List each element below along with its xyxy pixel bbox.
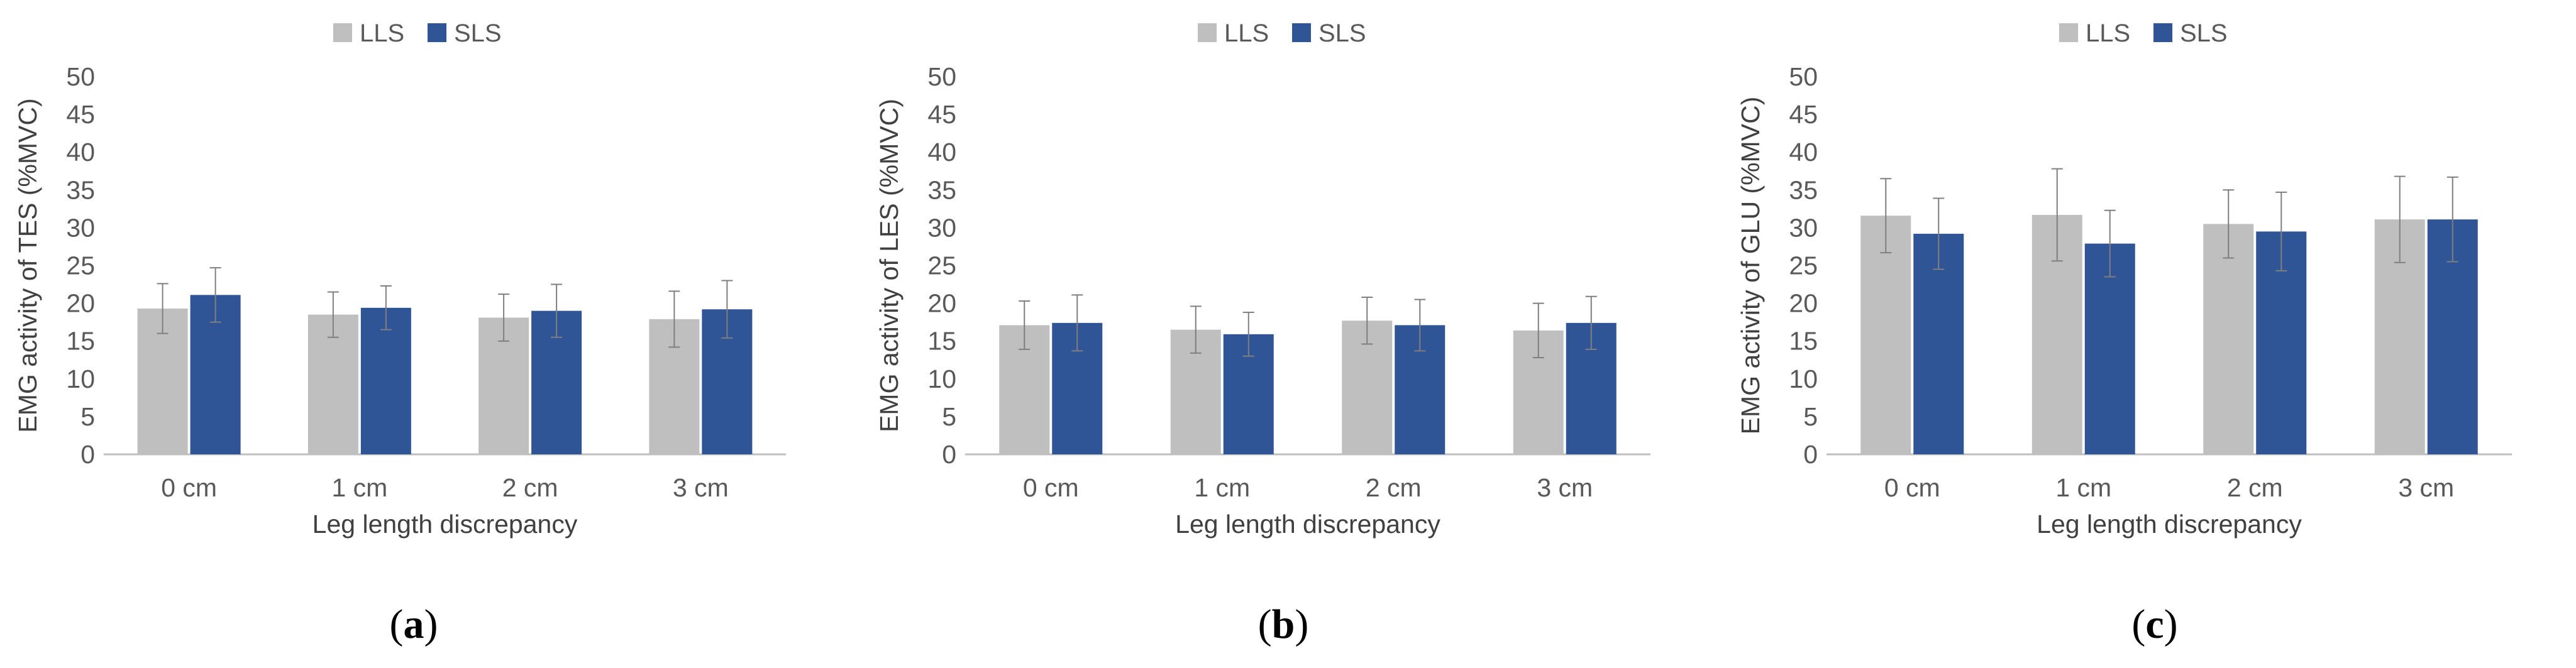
y-tick-label: 10 [1789,364,1818,393]
legend-label-sls: SLS [1318,19,1366,47]
legend-swatch-sls [2153,23,2172,42]
y-tick-label: 45 [66,100,95,129]
legend-label-sls: SLS [454,19,502,47]
y-tick-label: 20 [927,289,956,318]
legend-swatch-sls [428,23,446,42]
legend: LLS SLS [1198,19,1366,47]
y-tick-label: 45 [927,100,956,129]
y-tick-label: 0 [942,440,956,469]
y-tick-label: 25 [927,251,956,280]
y-tick-label: 25 [66,251,95,280]
y-tick-label: 0 [80,440,95,469]
legend-label-lls: LLS [360,19,404,47]
legend-swatch-lls [1198,23,1217,42]
x-axis-title: Leg length discrepancy [1175,510,1440,539]
legend-label-sls: SLS [2180,19,2228,47]
legend-label-lls: LLS [1224,19,1269,47]
x-tick-label: 1 cm [331,473,387,502]
legend: LLS SLS [2059,19,2228,47]
y-tick-label: 50 [66,62,95,91]
x-tick-label: 3 cm [2398,473,2454,502]
y-tick-label: 50 [927,62,956,91]
x-axis-title: Leg length discrepancy [312,510,578,539]
chart-panel-b: 0 5 10 15 20 25 30 35 40 45 50 EMG activity of LES … [875,19,1650,539]
panel-label: (b) [1258,601,1309,647]
y-tick-label: 15 [927,327,956,356]
y-tick-label: 10 [927,364,956,393]
y-tick-label: 35 [1789,175,1818,204]
y-axis-title: EMG activity of TES (%MVC) [13,98,42,432]
y-tick-label: 40 [1789,138,1818,167]
y-tick-label: 40 [66,138,95,167]
x-tick-label: 0 cm [1884,473,1940,502]
y-tick-label: 35 [66,175,95,204]
y-tick-label: 5 [1803,402,1818,431]
bar-lls [1860,216,1911,454]
y-tick-label: 40 [927,138,956,167]
x-tick-label: 0 cm [161,473,217,502]
x-tick-label: 1 cm [2055,473,2111,502]
chart-panel-c: 0 5 10 15 20 25 30 35 40 45 50 EMG activity of GLU … [1736,19,2512,539]
x-tick-label: 2 cm [1366,473,1422,502]
y-tick-label: 15 [1789,327,1818,356]
x-tick-label: 3 cm [673,473,729,502]
bar-lls [307,314,358,454]
legend-swatch-lls [333,23,352,42]
bar-lls [2203,224,2254,454]
y-axis-title: EMG activity of GLU (%MVC) [1736,97,1765,435]
y-tick-label: 30 [66,213,95,242]
legend-swatch-sls [1292,23,1311,42]
x-tick-label: 1 cm [1194,473,1250,502]
y-tick-label: 25 [1789,251,1818,280]
panel-label: (a) [390,601,438,647]
bar-sls [1913,234,1964,454]
y-tick-label: 10 [66,364,95,393]
legend-swatch-lls [2059,23,2078,42]
y-tick-label: 20 [66,289,95,318]
y-axis-title: EMG activity of LES (%MVC) [875,99,904,432]
chart-panel-a: 0 5 10 15 20 25 30 35 40 45 50 EMG activity of TES … [13,19,786,539]
y-tick-label: 35 [927,175,956,204]
y-tick-label: 20 [1789,289,1818,318]
panel-label: (c) [2131,601,2177,647]
legend: LLS SLS [333,19,502,47]
y-tick-label: 50 [1789,62,1818,91]
legend-label-lls: LLS [2086,19,2130,47]
bar-sls [360,307,411,454]
y-tick-label: 5 [942,402,956,431]
y-tick-label: 45 [1789,100,1818,129]
x-tick-label: 3 cm [1537,473,1593,502]
y-tick-label: 15 [66,327,95,356]
x-axis-title: Leg length discrepancy [2037,510,2302,539]
bar-sls [2084,243,2135,454]
y-tick-label: 30 [1789,213,1818,242]
y-tick-label: 0 [1803,440,1818,469]
x-tick-label: 2 cm [502,473,558,502]
x-tick-label: 2 cm [2227,473,2283,502]
y-tick-label: 5 [80,402,95,431]
y-tick-label: 30 [927,213,956,242]
x-tick-label: 0 cm [1023,473,1079,502]
